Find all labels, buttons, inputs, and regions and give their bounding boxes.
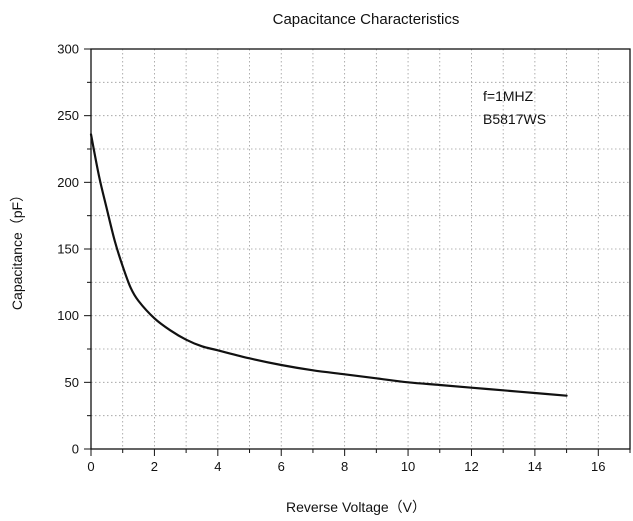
y-tick-label: 200: [57, 175, 79, 190]
x-tick-label: 12: [464, 459, 478, 474]
x-tick-label: 2: [151, 459, 158, 474]
x-tick-label: 8: [341, 459, 348, 474]
x-tick-label: 6: [278, 459, 285, 474]
y-axis-label: Capacitance（pF）: [9, 188, 25, 310]
y-tick-label: 0: [72, 442, 79, 457]
annotations: f=1MHZ B5817WS: [483, 88, 546, 127]
x-tick-label: 16: [591, 459, 605, 474]
series-layer: [89, 133, 568, 397]
x-tick-label: 4: [214, 459, 221, 474]
y-tick-label: 150: [57, 242, 79, 257]
annotation-frequency: f=1MHZ: [483, 88, 534, 104]
series-line-capacitance: [89, 133, 568, 397]
x-tick-label: 0: [87, 459, 94, 474]
annotation-part-number: B5817WS: [483, 111, 546, 127]
chart-title: Capacitance Characteristics: [273, 11, 460, 28]
y-tick-label: 300: [57, 42, 79, 57]
y-tick-label: 100: [57, 308, 79, 323]
y-tick-label: 50: [65, 375, 79, 390]
plot-frame: [90, 48, 631, 450]
axis-ticks: 0 2 4 6 8 10 12 14 16 0 50 100 150 200 250 300: [57, 42, 631, 474]
y-tick-label: 250: [57, 108, 79, 123]
x-tick-label: 10: [401, 459, 415, 474]
x-axis-label: Reverse Voltage（V）: [286, 499, 426, 515]
x-tick-label: 14: [528, 459, 542, 474]
grid-lines: [91, 49, 630, 449]
